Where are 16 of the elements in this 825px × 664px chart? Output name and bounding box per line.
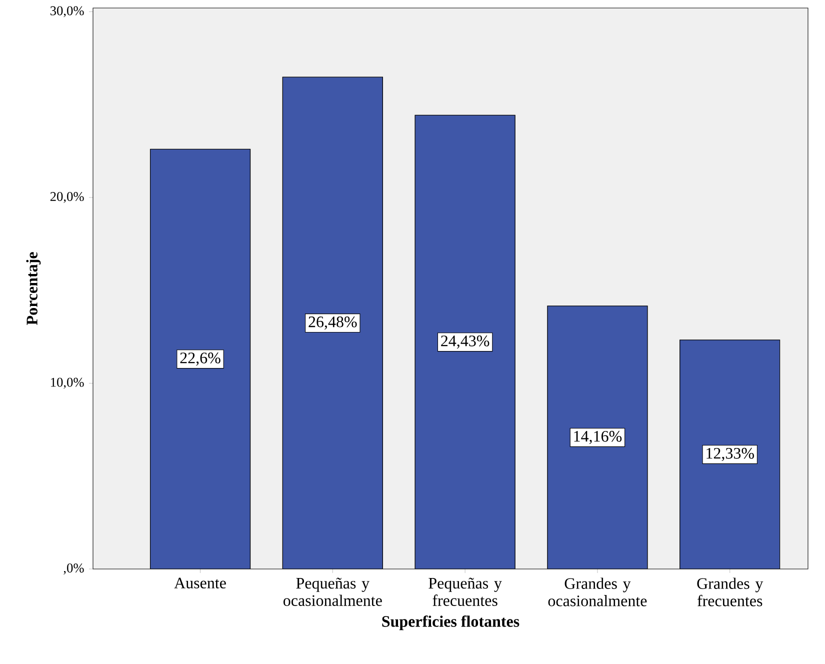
data-label: 14,16% [574, 430, 622, 444]
x-axis-title: Superficies flotantes [382, 615, 520, 630]
data-label: 24,43% [441, 336, 490, 349]
x-tick-label: Grandes y ocasionalmente [548, 578, 647, 606]
data-label: 26,48% [308, 316, 357, 330]
x-tick-label: Pequeñas y frecuentes [428, 578, 502, 606]
y-axis-title: Porcentaje [26, 252, 41, 325]
x-tick-label: Pequeñas y ocasionalmente [284, 578, 382, 606]
y-tick-label: 30,0% [50, 6, 84, 18]
y-tick-label: 10,0% [51, 378, 84, 389]
x-tick-label: Ausente [174, 578, 226, 588]
x-tick-label: Grandes y frecuentes [697, 578, 764, 606]
y-tick-label: ,0% [64, 564, 84, 574]
data-label: 22,6% [180, 352, 220, 366]
y-tick-label: 20,0% [50, 192, 84, 203]
data-label: 12,33% [706, 448, 754, 462]
